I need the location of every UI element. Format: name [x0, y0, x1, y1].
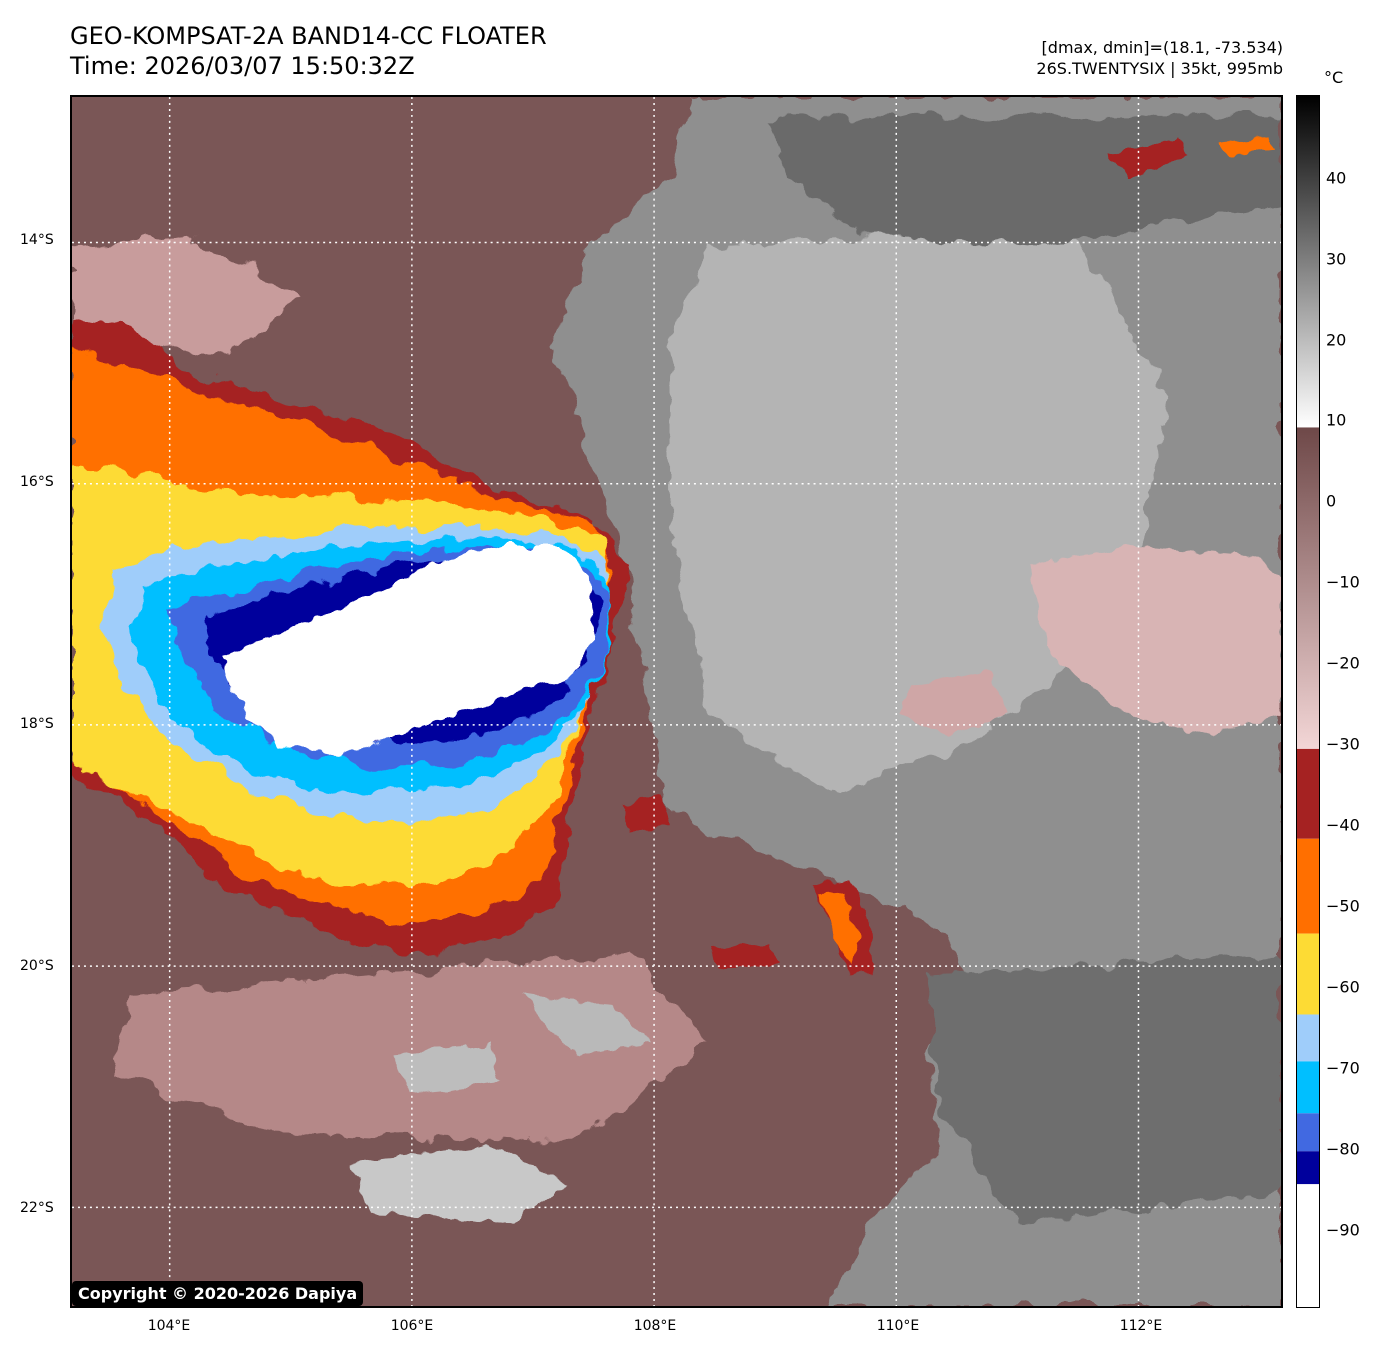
colorbar [1296, 95, 1320, 1308]
cb-tick-30: 30 [1326, 249, 1347, 269]
chart-time: Time: 2026/03/07 15:50:32Z [70, 52, 415, 80]
cb-darkred-segment [1297, 748, 1319, 839]
cold-cell-3 [620, 794, 671, 835]
satellite-image [72, 97, 1281, 1306]
cb-brown-segment [1297, 427, 1319, 749]
lon-label-108e: 108°E [633, 1318, 677, 1334]
cb-tick-minus90: −90 [1326, 1220, 1360, 1240]
cb-navy-segment [1297, 1151, 1319, 1185]
cb-tick-10: 10 [1326, 410, 1347, 430]
cb-tick-minus50: −50 [1326, 896, 1360, 916]
colorbar-scale [1297, 96, 1319, 1307]
cb-tick-0: 0 [1326, 491, 1337, 511]
pink-east-cloud [1028, 545, 1281, 735]
lat-label-22s: 22°S [20, 1200, 54, 1216]
lon-label-112e: 112°E [1119, 1318, 1163, 1334]
cold-streak-ne2 [1218, 136, 1274, 157]
gray-patch-3 [520, 994, 651, 1054]
copyright-badge: Copyright © 2020-2026 Dapiya [72, 1281, 364, 1306]
cold-streak-ne [1108, 136, 1189, 177]
pink-east-small [899, 670, 1009, 735]
cb-tick-40: 40 [1326, 168, 1347, 188]
cb-tick-minus40: −40 [1326, 815, 1360, 835]
gray-patch-2 [390, 1043, 501, 1094]
cb-tick-minus10: −10 [1326, 572, 1360, 592]
cb-lightblue-segment [1297, 1014, 1319, 1062]
cb-tick-minus80: −80 [1326, 1139, 1360, 1159]
lon-label-110e: 110°E [876, 1318, 920, 1334]
cb-gray-segment [1297, 96, 1319, 428]
cold-cell-2 [709, 944, 780, 970]
lat-label-18s: 18°S [20, 716, 54, 732]
cold-cell-1-core [817, 892, 860, 965]
cb-tick-minus60: −60 [1326, 977, 1360, 997]
gray-patch-1 [351, 1143, 571, 1224]
cb-yellow-segment [1297, 933, 1319, 1015]
cb-orange-segment [1297, 838, 1319, 934]
satellite-map [70, 95, 1283, 1308]
cb-cyan-segment [1297, 1061, 1319, 1114]
cb-tick-20: 20 [1326, 330, 1347, 350]
lat-label-16s: 16°S [20, 474, 54, 490]
band-core-white [221, 545, 596, 755]
cb-royalblue-segment [1297, 1113, 1319, 1152]
chart-title: GEO-KOMPSAT-2A BAND14-CC FLOATER [70, 22, 547, 50]
cb-tick-minus30: −30 [1326, 734, 1360, 754]
gray-lighter [670, 226, 1169, 795]
data-range-info: [dmax, dmin]=(18.1, -73.534) [1041, 38, 1283, 57]
lat-label-14s: 14°S [20, 232, 54, 248]
cb-white-segment [1297, 1184, 1319, 1307]
storm-info: 26S.TWENTYSIX | 35kt, 995mb [1036, 59, 1283, 78]
cb-tick-minus70: −70 [1326, 1058, 1360, 1078]
graticule [72, 97, 1281, 1306]
lon-label-106e: 106°E [390, 1318, 434, 1334]
lon-label-104e: 104°E [147, 1318, 191, 1334]
gray-dark-south [929, 954, 1281, 1224]
colorbar-unit: °C [1324, 68, 1344, 87]
lat-label-20s: 20°S [20, 958, 54, 974]
cb-tick-minus20: −20 [1326, 653, 1360, 673]
